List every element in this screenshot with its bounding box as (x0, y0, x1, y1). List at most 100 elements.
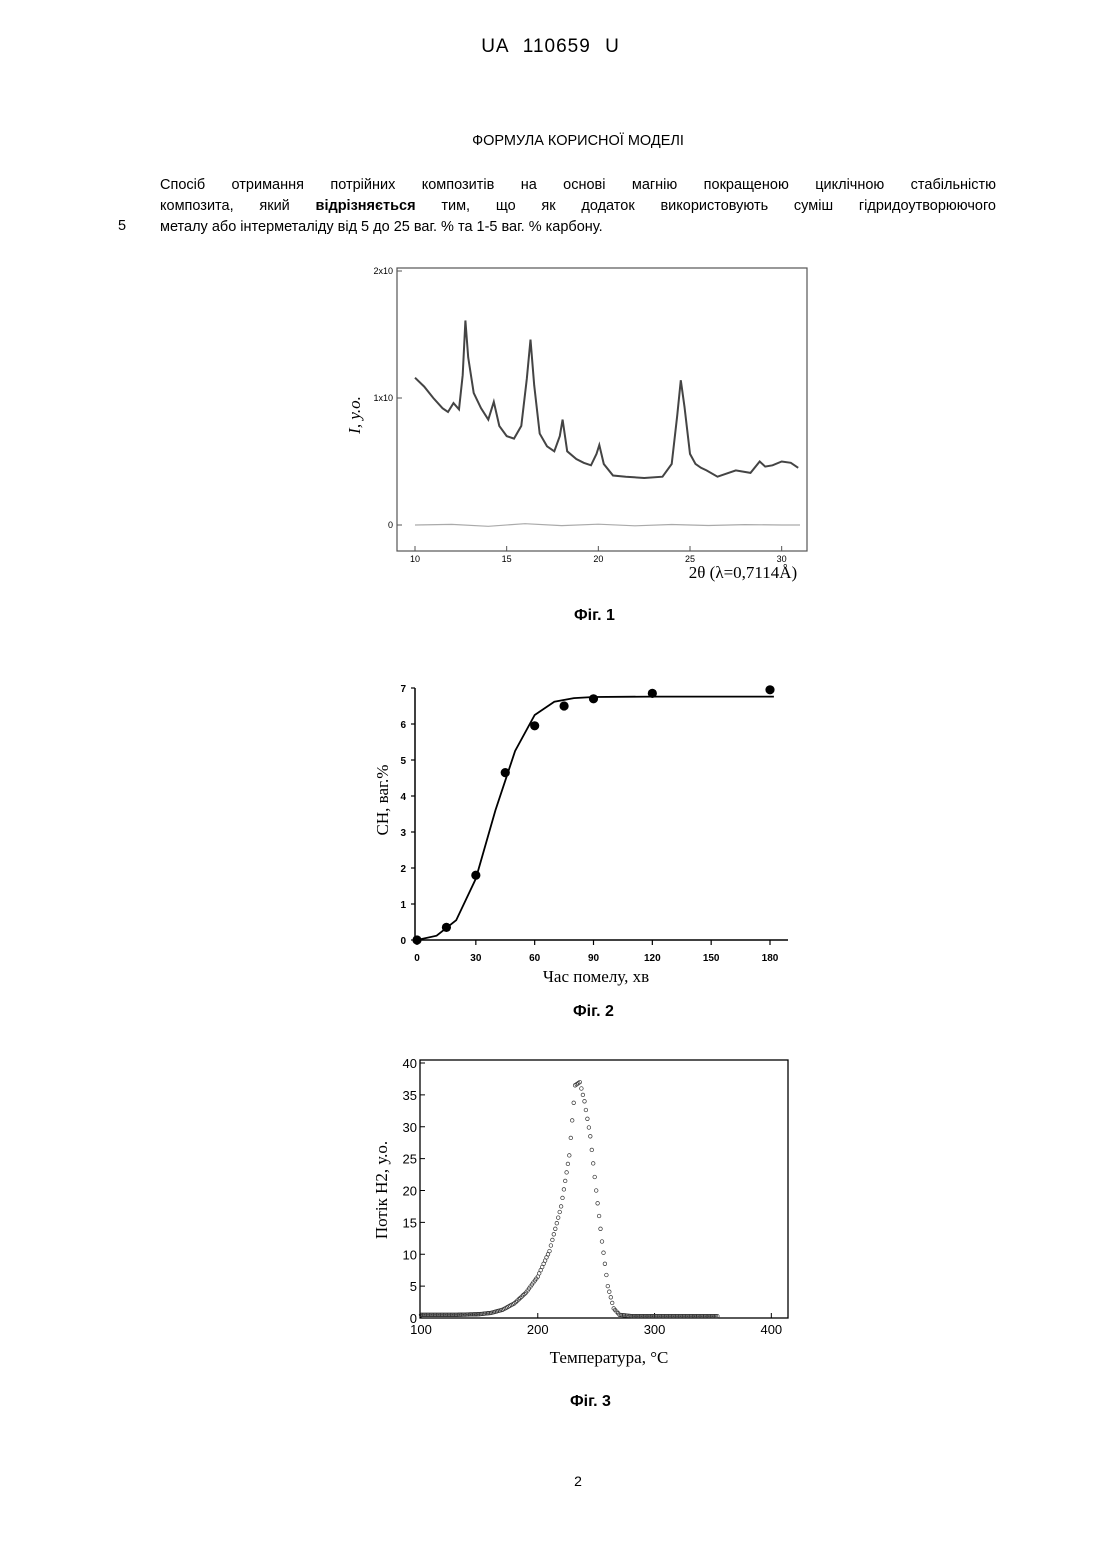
data-point (600, 1240, 604, 1244)
data-point (563, 1179, 567, 1183)
data-point (589, 694, 598, 703)
y-tick-label: 0 (400, 936, 406, 947)
y-tick-label: 7 (400, 684, 406, 695)
x-tick-label: 200 (527, 1322, 549, 1337)
xrd-pattern-line (415, 321, 798, 479)
y-tick-label: 1 (400, 900, 406, 911)
line-number: 5 (118, 218, 126, 234)
claim-line-2-start: композита, який (160, 198, 316, 214)
data-point (589, 1135, 593, 1139)
data-point (566, 1162, 570, 1166)
y-tick-label: 30 (403, 1120, 417, 1135)
x-tick-label: 90 (588, 953, 600, 964)
data-point (558, 1210, 562, 1214)
data-point (603, 1262, 607, 1266)
data-point (549, 1244, 553, 1248)
section-title: ФОРМУЛА КОРИСНОЇ МОДЕЛІ (0, 133, 1101, 149)
x-tick-label: 60 (529, 953, 541, 964)
x-axis-label: Температура, °C (550, 1348, 669, 1367)
x-axis-label: 2θ (λ=0,7114Å) (689, 563, 797, 582)
fit-curve (417, 697, 774, 940)
y-tick-label: 25 (403, 1152, 417, 1167)
data-point (561, 1196, 565, 1200)
y-axis-label: Потік H2, у.о. (372, 1141, 391, 1239)
claim-text: Спосіб отримання потрійних композитів на… (160, 175, 996, 238)
y-axis-label: I, у.о. (345, 396, 364, 435)
xrd-chart: 01x102x10 1015202530 I, у.о. 2θ (λ=0,711… (330, 255, 830, 595)
data-point (583, 1100, 587, 1104)
y-tick-label: 35 (403, 1088, 417, 1103)
data-point (584, 1108, 588, 1112)
claim-emphasis: відрізняється (316, 198, 416, 214)
claim-line-3: металу або інтерметаліду від 5 до 25 ваг… (160, 217, 996, 238)
data-point (559, 1205, 563, 1209)
y-tick-label: 2x10 (373, 266, 393, 276)
data-point (586, 1117, 590, 1121)
data-point (556, 1216, 560, 1220)
data-point (765, 685, 774, 694)
y-tick-label: 5 (410, 1279, 417, 1294)
y-tick-label: 2 (400, 864, 406, 875)
y-tick-label: 3 (400, 828, 406, 839)
data-point (530, 721, 539, 730)
data-point (606, 1284, 610, 1288)
claim-line-2-end: тим, що як додаток використовують суміш … (416, 198, 996, 214)
y-tick-label: 15 (403, 1215, 417, 1230)
data-point (587, 1126, 591, 1130)
x-tick-label: 120 (644, 953, 661, 964)
x-tick-label: 15 (502, 554, 512, 564)
data-point (565, 1171, 569, 1175)
figure-2-caption: Фіг. 2 (573, 1003, 614, 1021)
data-point (572, 1101, 576, 1105)
page-number: 2 (0, 1473, 1101, 1489)
data-point (581, 1093, 585, 1097)
y-tick-label: 0 (388, 520, 393, 530)
x-tick-label: 0 (414, 953, 420, 964)
data-point (591, 1162, 595, 1166)
y-tick-label: 20 (403, 1184, 417, 1199)
x-tick-label: 100 (410, 1322, 432, 1337)
data-point (597, 1214, 601, 1218)
claim-line-1: Спосіб отримання потрійних композитів на… (160, 175, 996, 196)
x-tick-label: 180 (762, 953, 779, 964)
figure-2: 01234567 0306090120150180 CH, ваг.% Час … (360, 670, 800, 990)
data-point (551, 1238, 555, 1242)
data-point (608, 1290, 612, 1294)
data-point (559, 701, 568, 710)
data-point (442, 923, 451, 932)
data-point (599, 1227, 603, 1231)
y-tick-label: 5 (400, 756, 406, 767)
data-point (605, 1273, 609, 1277)
plot-frame (420, 1060, 788, 1318)
hydrogen-flow-chart: 0510152025303540 100200300400 Потік H2, … (365, 1050, 805, 1370)
x-axis-label: Час помелу, хв (543, 967, 649, 986)
y-tick-label: 6 (400, 720, 406, 731)
data-point (548, 1249, 552, 1253)
x-tick-label: 400 (760, 1322, 782, 1337)
data-point (594, 1189, 598, 1193)
data-point (552, 1233, 556, 1237)
figure-3-caption: Фіг. 3 (570, 1393, 611, 1411)
y-axis-label: CH, ваг.% (373, 765, 392, 836)
data-point (562, 1188, 566, 1192)
data-point (568, 1154, 572, 1158)
data-point (570, 1119, 574, 1123)
y-tick-label: 10 (403, 1247, 417, 1262)
x-tick-label: 30 (470, 953, 482, 964)
figure-1-caption: Фіг. 1 (574, 607, 615, 625)
data-point (610, 1301, 614, 1305)
data-point (555, 1221, 559, 1225)
data-point (412, 935, 421, 944)
data-point (590, 1148, 594, 1152)
data-point (593, 1175, 597, 1179)
document-header: UA 110659 U (0, 36, 1101, 58)
difference-line (415, 524, 800, 527)
y-tick-label: 1x10 (373, 393, 393, 403)
x-tick-label: 20 (593, 554, 603, 564)
data-point (648, 689, 657, 698)
data-point (609, 1296, 613, 1300)
figure-1: 01x102x10 1015202530 I, у.о. 2θ (λ=0,711… (330, 255, 830, 595)
data-point (471, 871, 480, 880)
x-tick-label: 10 (410, 554, 420, 564)
data-point (569, 1136, 573, 1140)
